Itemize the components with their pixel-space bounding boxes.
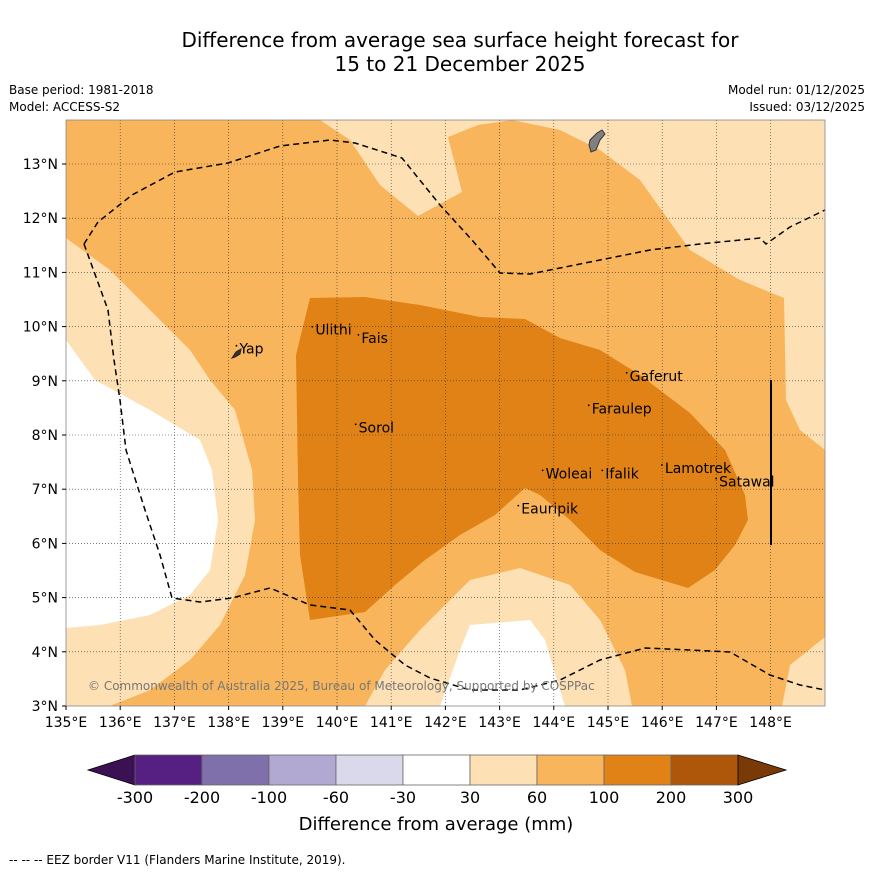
latitude-tick-labels: 3°N 4°N 5°N 6°N 7°N 8°N 9°N 10°N 11°N 12°N 13°N — [23, 157, 66, 715]
yap-island-icon — [230, 347, 242, 359]
place-label: Satawal — [719, 474, 774, 490]
eez-line-north — [83, 139, 826, 275]
lat-tick-label: 13°N — [23, 157, 58, 173]
model-run: Model run: 01/12/2025 — [727, 83, 865, 97]
place-label: Faraulep — [592, 401, 652, 417]
lat-tick-label: 6°N — [32, 536, 58, 552]
lat-tick-label: 3°N — [32, 699, 58, 715]
lon-tick-label: 141°E — [370, 715, 413, 731]
meta-right: Model run: 01/12/2025 Issued: 03/12/2025 — [728, 82, 865, 116]
colorbar-label: 300 — [723, 788, 754, 807]
lon-tick-label: 144°E — [533, 715, 576, 731]
band-30-60-north — [320, 120, 825, 450]
colorbar-label: -300 — [117, 788, 153, 807]
lat-tick-label: 5°N — [32, 591, 58, 607]
place-marker — [625, 371, 628, 374]
place-label: Fais — [361, 331, 388, 347]
place-marker — [354, 423, 357, 426]
colorbar-segment — [201, 754, 270, 786]
lat-tick-label: 9°N — [32, 374, 58, 390]
contour-fields — [66, 120, 825, 706]
eez-line-west — [83, 243, 826, 691]
title-line-2: 15 to 21 December 2025 — [334, 52, 586, 76]
place-marker — [601, 469, 604, 472]
model-name: Model: ACCESS-S2 — [9, 100, 121, 114]
lat-tick-label: 8°N — [32, 428, 58, 444]
place-marker — [517, 504, 520, 507]
lat-tick-label: 10°N — [23, 320, 58, 336]
colorbar-segment — [335, 754, 404, 786]
band-below-30-south — [440, 620, 565, 706]
colorbar: -300 -200 -100 -60 -30 30 60 100 200 300 — [86, 754, 788, 807]
place-label: Ulithi — [315, 323, 351, 339]
lon-tick-label: 140°E — [316, 715, 359, 731]
colorbar-label: -100 — [251, 788, 287, 807]
lat-tick-label: 4°N — [32, 645, 58, 661]
place-labels: Yap Ulithi Fais Sorol Gaferut Faraulep Lamotre… — [235, 323, 775, 518]
colorbar-label: -200 — [184, 788, 220, 807]
place-label: Yap — [238, 342, 263, 358]
colorbar-label: 60 — [527, 788, 547, 807]
place-marker — [311, 325, 314, 328]
colorbar-segment — [402, 754, 471, 786]
lat-tick-label: 11°N — [23, 265, 58, 281]
colorbar-segment — [603, 754, 672, 786]
copyright-text: © Commonwealth of Australia 2025, Bureau… — [88, 679, 595, 693]
chart-title: Difference from average sea surface heig… — [60, 28, 860, 76]
place-label: Woleai — [546, 466, 593, 482]
colorbar-segment — [536, 754, 605, 786]
colorbar-label: -30 — [390, 788, 416, 807]
lon-tick-label: 138°E — [207, 715, 250, 731]
lon-tick-label: 137°E — [153, 715, 196, 731]
place-label: Lamotrek — [665, 461, 732, 477]
place-label: Sorol — [359, 420, 394, 436]
longitude-tick-labels: 135°E 136°E 137°E 138°E 139°E 140°E 141°E 142°E… — [45, 706, 792, 731]
graticule — [66, 120, 825, 706]
lon-tick-label: 135°E — [45, 715, 88, 731]
band-below-30-west — [66, 340, 218, 628]
lon-tick-label: 146°E — [641, 715, 684, 731]
place-marker — [715, 477, 718, 480]
colorbar-label: 30 — [460, 788, 480, 807]
lat-tick-label: 7°N — [32, 482, 58, 498]
lon-tick-label: 145°E — [587, 715, 630, 731]
title-line-1: Difference from average sea surface heig… — [181, 28, 739, 52]
band-30-60-southeast — [782, 637, 825, 706]
colorbar-label: 100 — [589, 788, 620, 807]
colorbar-label: 200 — [656, 788, 687, 807]
colorbar-extend-low — [86, 754, 136, 786]
place-marker — [357, 333, 360, 336]
lon-tick-label: 148°E — [749, 715, 792, 731]
place-label: Ifalik — [605, 466, 639, 482]
colorbar-segment — [134, 754, 203, 786]
lon-tick-label: 143°E — [478, 715, 521, 731]
lon-tick-label: 142°E — [424, 715, 467, 731]
eez-border — [83, 139, 826, 691]
colorbar-segment — [268, 754, 337, 786]
lon-tick-label: 147°E — [695, 715, 738, 731]
colorbar-segment — [469, 754, 538, 786]
lat-tick-label: 12°N — [23, 211, 58, 227]
place-marker — [235, 344, 238, 347]
lon-tick-label: 139°E — [262, 715, 305, 731]
guam-island-icon — [588, 129, 606, 153]
colorbar-segment — [670, 754, 739, 786]
base-period: Base period: 1981-2018 — [9, 83, 154, 97]
place-label: Eauripik — [521, 502, 579, 518]
issued-date: Issued: 03/12/2025 — [749, 100, 865, 114]
colorbar-title: Difference from average (mm) — [299, 814, 574, 835]
colorbar-extend-high — [737, 754, 788, 786]
meta-left: Base period: 1981-2018 Model: ACCESS-S2 — [9, 82, 154, 116]
band-100-200 — [296, 297, 748, 620]
eez-footnote: -- -- -- EEZ border V11 (Flanders Marine… — [9, 853, 346, 867]
place-marker — [541, 469, 544, 472]
place-label: Gaferut — [630, 369, 684, 385]
colorbar-label: -60 — [323, 788, 349, 807]
lon-tick-label: 136°E — [99, 715, 142, 731]
place-marker — [587, 404, 590, 407]
place-marker — [661, 464, 663, 466]
